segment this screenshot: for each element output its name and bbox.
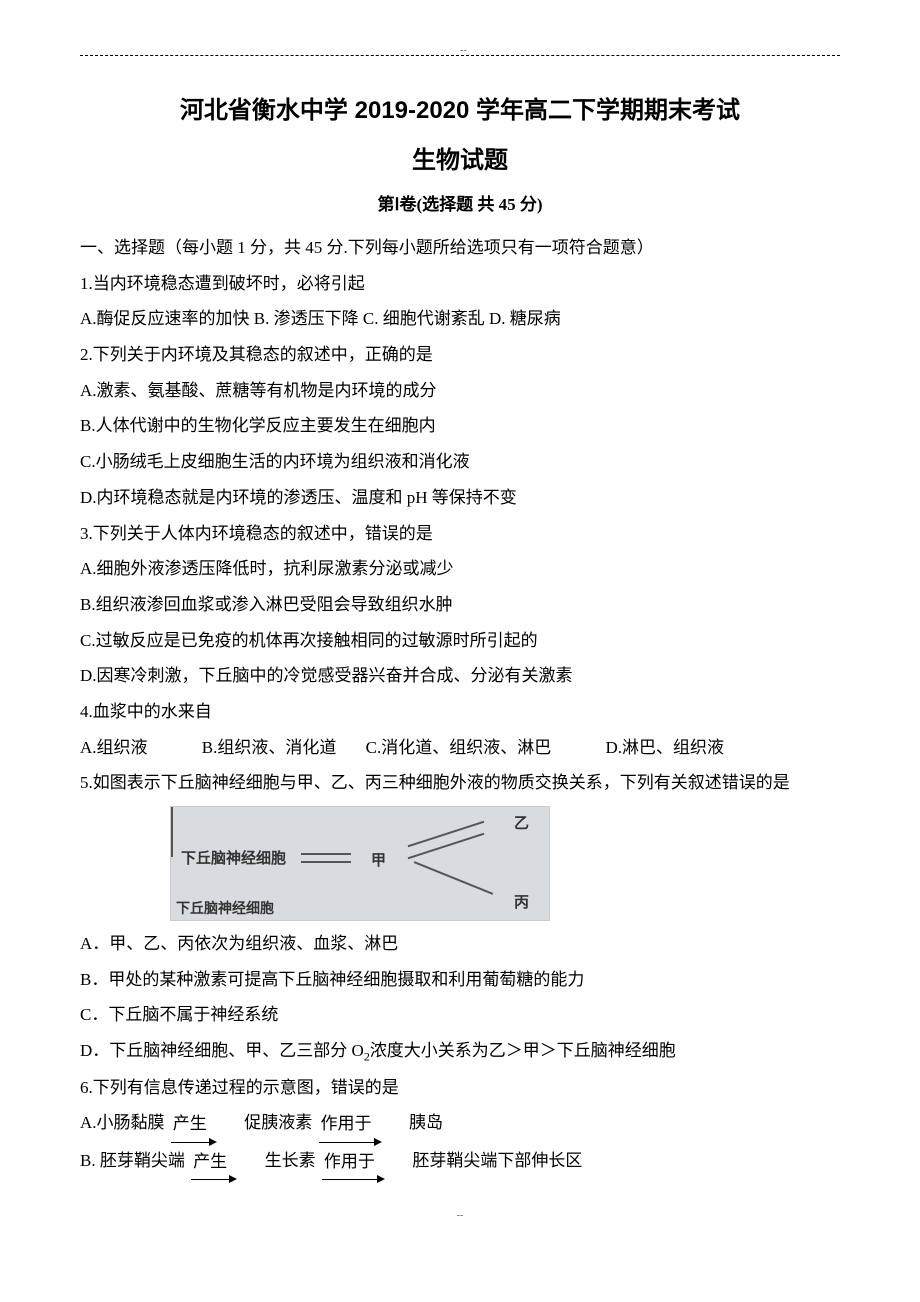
- fig-hypothalamus-label: 下丘脑神经细胞: [181, 847, 286, 868]
- q5-stem: 5.如图表示下丘脑神经细胞与甲、乙、丙三种细胞外液的物质交换关系，下列有关叙述错…: [80, 765, 840, 801]
- q3-opt-a: A.细胞外液渗透压降低时，抗利尿激素分泌或减少: [80, 551, 840, 587]
- q5-opt-d-pre: D．下丘脑神经细胞、甲、乙三部分 O: [80, 1041, 364, 1060]
- fig-yi-label: 乙: [514, 812, 529, 833]
- q6a-prefix: A.小肠黏膜: [80, 1113, 165, 1132]
- q3-opt-d: D.因寒冷刺激，下丘脑中的冷觉感受器兴奋并合成、分泌有关激素: [80, 658, 840, 694]
- page-title-sub: 生物试题: [80, 140, 840, 175]
- q5-opt-a: A．甲、乙、丙依次为组织液、血浆、淋巴: [80, 926, 840, 962]
- fig-arrow: [301, 853, 351, 855]
- q3-opt-c: C.过敏反应是已免疫的机体再次接触相同的过敏源时所引起的: [80, 623, 840, 659]
- q3-stem: 3.下列关于人体内环境稳态的叙述中，错误的是: [80, 516, 840, 552]
- fig-arrow: [408, 821, 485, 848]
- q6a-mid: 促胰液素: [244, 1113, 312, 1132]
- q6-opt-b: B. 胚芽鞘尖端 产生 生长素 作用于 胚芽鞘尖端下部伸长区: [80, 1143, 840, 1180]
- fig-arrow: [408, 833, 485, 860]
- arrow-label: 作用于: [322, 1144, 377, 1181]
- fig-arrow: [171, 807, 173, 857]
- q2-opt-a: A.激素、氨基酸、蔗糖等有机物是内环境的成分: [80, 373, 840, 409]
- page-title-main: 河北省衡水中学 2019-2020 学年高二下学期期末考试: [80, 90, 840, 125]
- arrow-label: 产生: [191, 1144, 229, 1181]
- q4-opt-d: D.淋巴、组织液: [605, 738, 724, 757]
- fig-bing-label: 丙: [514, 891, 529, 912]
- q5-figure: 下丘脑神经细胞 甲 乙 丙 下丘脑神经细胞: [170, 806, 550, 921]
- q4-stem: 4.血浆中的水来自: [80, 694, 840, 730]
- q6b-prefix: B. 胚芽鞘尖端: [80, 1151, 185, 1170]
- section-header: 第Ⅰ卷(选择题 共 45 分): [80, 190, 840, 215]
- q1-stem: 1.当内环境稳态遭到破坏时，必将引起: [80, 266, 840, 302]
- fig-arrow: [301, 861, 351, 863]
- q2-opt-b: B.人体代谢中的生物化学反应主要发生在细胞内: [80, 408, 840, 444]
- q4-options: A.组织液 B.组织液、消化道 C.消化道、组织液、淋巴 D.淋巴、组织液: [80, 730, 840, 766]
- q6b-end: 胚芽鞘尖端下部伸长区: [412, 1151, 582, 1170]
- instructions: 一、选择题（每小题 1 分，共 45 分.下列每小题所给选项只有一项符合题意）: [80, 230, 840, 266]
- fig-bottom-label: 下丘脑神经细胞: [176, 898, 274, 918]
- arrow-label: 产生: [171, 1106, 209, 1143]
- q6-stem: 6.下列有信息传递过程的示意图，错误的是: [80, 1070, 840, 1106]
- q6b-mid: 生长素: [265, 1151, 316, 1170]
- q6-opt-a: A.小肠黏膜 产生 促胰液素 作用于 胰岛: [80, 1105, 840, 1142]
- q5-opt-c: C．下丘脑不属于神经系统: [80, 997, 840, 1033]
- q1-options: A.酶促反应速率的加快 B. 渗透压下降 C. 细胞代谢紊乱 D. 糖尿病: [80, 301, 840, 337]
- q6a-end: 胰岛: [409, 1113, 443, 1132]
- arrow-label: 作用于: [319, 1106, 374, 1143]
- q2-opt-c: C.小肠绒毛上皮细胞生活的内环境为组织液和消化液: [80, 444, 840, 480]
- top-mark: --: [460, 45, 467, 56]
- q5-opt-d: D．下丘脑神经细胞、甲、乙三部分 O2浓度大小关系为乙＞甲＞下丘脑神经细胞: [80, 1033, 840, 1070]
- bottom-mark: --: [80, 1210, 840, 1221]
- q5-opt-b: B．甲处的某种激素可提高下丘脑神经细胞摄取和利用葡萄糖的能力: [80, 962, 840, 998]
- fig-jia-label: 甲: [371, 849, 386, 870]
- q4-opt-a: A.组织液: [80, 738, 148, 757]
- fig-arrow: [414, 861, 494, 895]
- q4-opt-c: C.消化道、组织液、淋巴: [366, 738, 552, 757]
- q2-stem: 2.下列关于内环境及其稳态的叙述中，正确的是: [80, 337, 840, 373]
- q5-opt-d-post: 浓度大小关系为乙＞甲＞下丘脑神经细胞: [370, 1041, 676, 1060]
- q3-opt-b: B.组织液渗回血浆或渗入淋巴受阻会导致组织水肿: [80, 587, 840, 623]
- q2-opt-d: D.内环境稳态就是内环境的渗透压、温度和 pH 等保持不变: [80, 480, 840, 516]
- q4-opt-b: B.组织液、消化道: [202, 738, 337, 757]
